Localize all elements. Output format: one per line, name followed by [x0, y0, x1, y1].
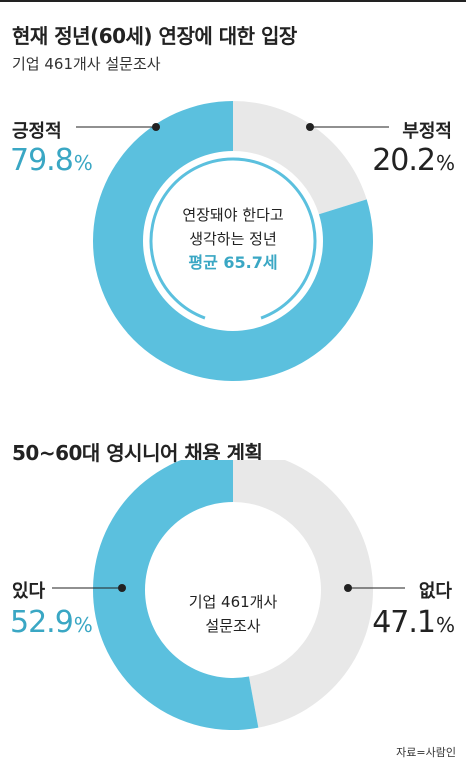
chart1-title: 현재 정년(60세) 연장에 대한 입장 — [12, 24, 297, 48]
chart1-value-positive-unit: % — [73, 151, 93, 175]
chart2-slice-0 — [93, 460, 259, 730]
chart2-label-no: 없다 — [418, 581, 452, 602]
chart2-donut — [52, 460, 405, 730]
chart2-label-yes: 있다 — [12, 581, 46, 602]
chart1-value-positive: 79.8% — [10, 143, 93, 178]
chart2-no-dot — [344, 584, 352, 592]
chart1-donut — [76, 101, 389, 381]
chart2-slice-1 — [233, 460, 373, 728]
chart1-positive-dot — [152, 123, 160, 131]
chart1-value-positive-number: 79.8 — [10, 143, 74, 178]
chart1-inner-ring — [149, 157, 317, 320]
source-note: 자료=사람인 — [396, 746, 456, 759]
chart2-yes-dot — [118, 584, 126, 592]
chart1-center-text: 연장돼야 한다고 생각하는 정년 평균 65.7세 — [133, 203, 333, 275]
chart2-center-line2: 설문조사 — [205, 617, 261, 635]
chart2-center-line1: 기업 461개사 — [188, 593, 278, 611]
chart1-label-positive: 긍정적 — [12, 121, 62, 142]
chart2-center-text: 기업 461개사 설문조사 — [133, 590, 333, 638]
chart1-label-negative: 부정적 — [402, 121, 452, 142]
chart2-value-no-number: 47.1 — [372, 605, 436, 640]
chart1-center-highlight: 평균 65.7세 — [188, 253, 278, 272]
chart2-value-no: 47.1% — [372, 605, 455, 640]
chart2-value-yes-unit: % — [73, 613, 93, 637]
chart1-center-line2: 생각하는 정년 — [189, 230, 277, 248]
chart1-value-negative: 20.2% — [372, 143, 455, 178]
chart2-value-yes: 52.9% — [10, 605, 93, 640]
chart1-center-line1: 연장돼야 한다고 — [182, 206, 284, 224]
chart2-value-no-unit: % — [435, 613, 455, 637]
chart1-slice-1 — [233, 101, 367, 215]
chart1-subtitle: 기업 461개사 설문조사 — [12, 55, 161, 73]
chart1-value-negative-number: 20.2 — [372, 143, 436, 178]
top-rule — [0, 0, 466, 2]
chart2-value-yes-number: 52.9 — [10, 605, 74, 640]
chart1-negative-dot — [306, 123, 314, 131]
chart1-value-negative-unit: % — [435, 151, 455, 175]
chart1-slice-0 — [92, 101, 373, 381]
